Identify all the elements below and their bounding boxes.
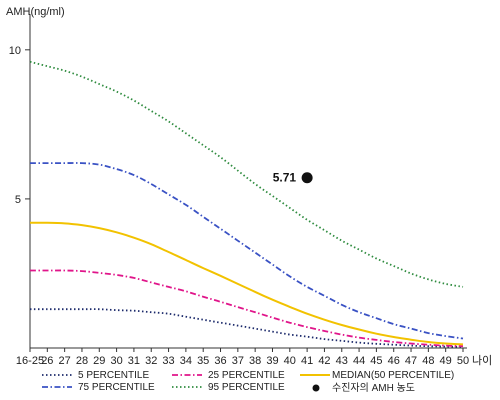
x-tick-label: 48 — [422, 355, 434, 367]
x-tick-label: 40 — [284, 355, 296, 367]
x-tick-label: 30 — [110, 355, 122, 367]
x-tick-label: 39 — [266, 355, 278, 367]
x-tick-label: 46 — [388, 355, 400, 367]
patient-marker: 5.71 — [273, 171, 313, 185]
x-tick-label: 41 — [301, 355, 313, 367]
patient-point — [301, 172, 313, 184]
legend-patient-label: 수진자의 AMH 농도 — [332, 382, 415, 394]
legend-label: MEDIAN(50 PERCENTILE) — [332, 370, 454, 381]
x-tick-label: 37 — [232, 355, 244, 367]
legend-label: 95 PERCENTILE — [208, 382, 285, 393]
legend-label: 5 PERCENTILE — [78, 370, 149, 381]
x-tick-label: 36 — [214, 355, 226, 367]
x-tick-label: 35 — [197, 355, 209, 367]
y-axis-ticks: 5 10 — [9, 45, 30, 206]
x-axis-title: 나이 — [472, 354, 492, 367]
x-tick-label: 42 — [318, 355, 330, 367]
legend-label: 25 PERCENTILE — [208, 370, 285, 381]
y-axis-title: AMH(ng/ml) — [6, 6, 65, 18]
x-tick-label: 28 — [76, 355, 88, 367]
x-tick-label: 31 — [128, 355, 140, 367]
x-tick-label: 49 — [440, 355, 452, 367]
series-line — [29, 60, 464, 288]
x-tick-label: 45 — [370, 355, 382, 367]
patient-value-label: 5.71 — [273, 171, 297, 185]
y-tick-label: 5 — [15, 194, 21, 206]
x-tick-label: 26 — [41, 355, 53, 367]
series-line — [29, 269, 464, 348]
legend-patient-marker — [312, 384, 320, 392]
x-tick-label: 38 — [249, 355, 261, 367]
series-lines — [29, 60, 464, 348]
x-tick-label: 33 — [162, 355, 174, 367]
axes — [29, 14, 467, 349]
legend: 5 PERCENTILE 25 PERCENTILE MEDIAN(50 PERCE… — [42, 370, 454, 394]
series-line — [30, 308, 464, 348]
x-tick-label: 43 — [336, 355, 348, 367]
x-tick-label: 27 — [59, 355, 71, 367]
x-tick-label: 29 — [93, 355, 105, 367]
x-tick-label: 32 — [145, 355, 157, 367]
x-tick-label: 34 — [180, 355, 192, 367]
x-tick-label: 44 — [353, 355, 365, 367]
series-line — [29, 221, 464, 346]
x-tick-label: 47 — [405, 355, 417, 367]
legend-label: 75 PERCENTILE — [78, 382, 155, 393]
y-tick-label: 10 — [9, 45, 21, 57]
x-tick-label: 16-25 — [16, 355, 44, 367]
series-line — [30, 162, 464, 340]
x-tick-label: 50 — [457, 355, 469, 367]
